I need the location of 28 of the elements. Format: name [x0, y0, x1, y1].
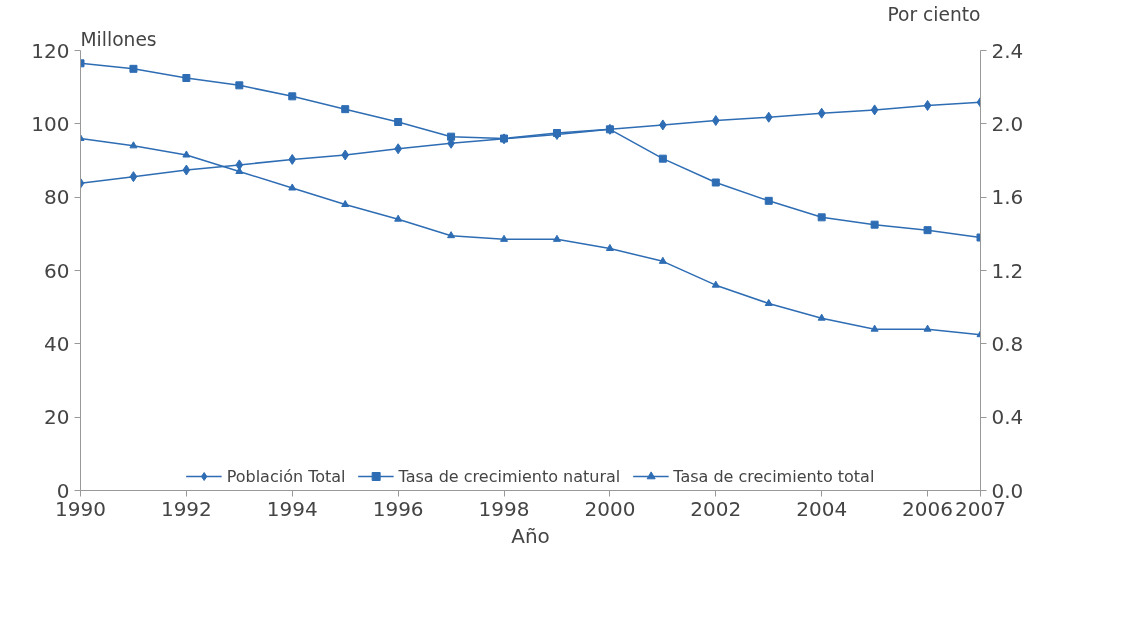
x-axis-title: Año [511, 523, 550, 548]
x-tick-label: 2004 [796, 496, 848, 521]
x-tick-label: 2002 [690, 496, 742, 521]
legend-label: Tasa de crecimiento natural [398, 466, 621, 486]
y2-tick-label: 0.8 [991, 331, 1024, 356]
y2-tick-label: 0.0 [991, 478, 1024, 503]
y-tick-label: 100 [31, 111, 70, 136]
y-tick-label: 120 [31, 38, 70, 63]
y2-tick-label: 2.0 [991, 111, 1024, 136]
y2-tick-label: 1.6 [991, 185, 1024, 210]
y2-tick-label: 0.4 [991, 405, 1024, 430]
x-tick-label: 2006 [902, 496, 954, 521]
y2-tick-label: 2.4 [991, 38, 1024, 63]
y-tick-label: 80 [44, 185, 70, 210]
legend-label: Tasa de crecimiento total [673, 466, 875, 486]
y-tick-label: 20 [44, 405, 70, 430]
x-tick-label: 1994 [266, 496, 318, 521]
legend-label: Población Total [226, 466, 346, 486]
y2-axis-title: Por ciento [887, 3, 981, 25]
y2-tick-label: 1.2 [991, 258, 1024, 283]
y-tick-label: 0 [56, 478, 70, 503]
x-tick-label: 1998 [478, 496, 530, 521]
x-tick-label: 1996 [372, 496, 424, 521]
y-tick-label: 60 [44, 258, 70, 283]
x-tick-label: 1992 [160, 496, 212, 521]
y-tick-label: 40 [44, 331, 70, 356]
x-tick-label: 2000 [584, 496, 636, 521]
y-axis-title: Millones [80, 28, 157, 50]
